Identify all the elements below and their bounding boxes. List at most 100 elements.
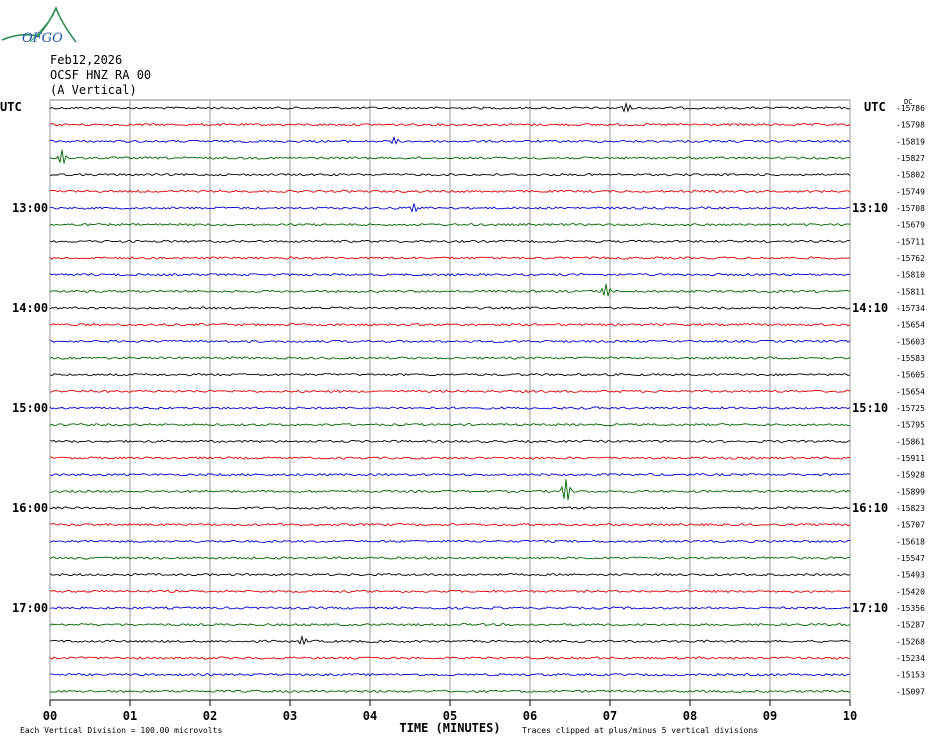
- seismic-trace-row-32: [49, 634, 851, 646]
- seismic-trace-row-30: [49, 606, 851, 610]
- seismic-trace-row-24: [50, 506, 851, 510]
- seismic-trace-row-28: [49, 573, 851, 577]
- seismic-trace-row-6: [49, 203, 851, 213]
- seismic-trace-row-18: [49, 406, 851, 410]
- seismic-trace-row-20: [49, 439, 851, 444]
- trace-offset-label: -15654: [896, 387, 925, 396]
- seismic-trace-row-35: [49, 689, 851, 693]
- seismic-trace-row-15: [49, 356, 851, 360]
- trace-group: [49, 101, 851, 693]
- x-tick-label-00: 00: [43, 709, 57, 723]
- trace-offset-label: -15097: [896, 687, 925, 696]
- x-tick-label-03: 03: [283, 709, 297, 723]
- component-label: (A Vertical): [50, 83, 137, 97]
- right-time-label: 14:10: [852, 301, 888, 315]
- trace-offset-label: -15618: [896, 537, 925, 546]
- seismic-trace-row-13: [49, 323, 851, 327]
- seismic-trace-row-2: [49, 135, 851, 145]
- station-label: OCSF HNZ RA 00: [50, 68, 152, 82]
- seismic-trace-row-0: [49, 101, 851, 113]
- left-time-label: 17:00: [12, 601, 48, 615]
- seismic-trace-row-34: [49, 672, 851, 677]
- seismic-trace-row-19: [49, 422, 851, 427]
- trace-offset-label: -15547: [896, 554, 925, 563]
- trace-offset-label: -15786: [896, 104, 925, 113]
- seismic-trace-row-10: [49, 273, 851, 277]
- x-axis-title: TIME (MINUTES): [399, 721, 500, 735]
- trace-offset-label: -15819: [896, 137, 925, 146]
- trace-offset-label: -15734: [896, 304, 925, 313]
- trace-offset-label: -15356: [896, 604, 925, 613]
- footer-clip-note: Traces clipped at plus/minus 5 vertical …: [522, 726, 758, 735]
- seismic-trace-row-21: [49, 456, 850, 460]
- trace-offset-label: -15707: [896, 521, 925, 530]
- x-tick-label-08: 08: [683, 709, 697, 723]
- trace-offset-label: -15827: [896, 154, 925, 163]
- trace-offset-label: -15899: [896, 487, 925, 496]
- seismic-trace-row-22: [49, 472, 851, 477]
- seismic-trace-row-1: [49, 122, 851, 127]
- x-tick-label-10: 10: [843, 709, 857, 723]
- seismic-trace-row-16: [49, 373, 851, 377]
- trace-offset-label: -15708: [896, 204, 925, 213]
- right-time-label: 16:10: [852, 501, 888, 515]
- minute-grid: [49, 99, 851, 706]
- right-axis-label: UTC: [864, 100, 886, 114]
- left-time-label: 14:00: [12, 301, 48, 315]
- trace-offset-label: -15823: [896, 504, 925, 513]
- trace-offset-label: -15711: [896, 237, 925, 246]
- seismic-trace-row-7: [49, 223, 851, 227]
- seismic-trace-row-23: [49, 479, 851, 501]
- left-time-label: 16:00: [12, 501, 48, 515]
- seismic-trace-row-5: [49, 189, 851, 194]
- trace-offset-label: -15811: [896, 287, 925, 296]
- seismic-trace-row-8: [49, 239, 851, 243]
- seismic-trace-row-4: [49, 173, 851, 177]
- x-tick-label-02: 02: [203, 709, 217, 723]
- trace-offset-label: -15583: [896, 354, 925, 363]
- trace-offset-label: -15287: [896, 621, 925, 630]
- trace-offset-label: -15725: [896, 404, 925, 413]
- seismic-trace-row-14: [49, 339, 851, 343]
- trace-offset-label: -15234: [896, 654, 925, 663]
- x-tick-label-07: 07: [603, 709, 617, 723]
- seismic-trace-row-3: [49, 149, 851, 164]
- seismic-trace-row-29: [49, 589, 851, 594]
- seismic-trace-row-9: [49, 256, 851, 260]
- logo-text: OFGO: [22, 31, 63, 46]
- plot-date: Feb12,2026: [50, 53, 123, 67]
- x-tick-label-06: 06: [523, 709, 537, 723]
- trace-offset-label: -15603: [896, 337, 925, 346]
- trace-offset-label: -15861: [896, 437, 925, 446]
- left-time-label: 13:00: [12, 201, 48, 215]
- trace-offset-label: -15762: [896, 254, 925, 263]
- trace-offset-label: -15268: [896, 637, 925, 646]
- seismic-trace-row-17: [49, 389, 851, 393]
- left-axis-label: UTC: [0, 100, 22, 114]
- trace-offset-label: -15153: [896, 671, 925, 680]
- seismic-trace-row-11: [49, 284, 851, 297]
- seismic-trace-row-33: [49, 656, 851, 660]
- trace-offset-label: -15810: [896, 271, 925, 280]
- ofgo-logo: OFGO: [1, 5, 77, 46]
- trace-offset-label: -15911: [896, 454, 925, 463]
- trace-offset-label: -15928: [896, 471, 925, 480]
- trace-offset-label: -15802: [896, 171, 925, 180]
- trace-offset-label: -15654: [896, 321, 925, 330]
- trace-offset-label: -15749: [896, 187, 925, 196]
- seismic-trace-row-12: [49, 306, 851, 310]
- x-tick-label-04: 04: [363, 709, 377, 723]
- label-group: 00 01 02 03 04 05 06 07 08 09 10 -15786 -15798 -15819…: [0, 98, 925, 735]
- seismic-trace-row-25: [49, 522, 851, 527]
- trace-offset-label: -15420: [896, 587, 925, 596]
- x-tick-label-09: 09: [763, 709, 777, 723]
- trace-offset-label: -15798: [896, 121, 925, 130]
- seismic-trace-row-31: [49, 622, 851, 627]
- offset-unit-label: DC: [904, 98, 912, 106]
- trace-offset-label: -15493: [896, 571, 925, 580]
- right-time-label: 15:10: [852, 401, 888, 415]
- trace-offset-label: -15605: [896, 371, 925, 380]
- footer-scale-note: Each Vertical Division = 100.00 microvol…: [20, 726, 222, 735]
- seismic-trace-row-27: [49, 556, 851, 560]
